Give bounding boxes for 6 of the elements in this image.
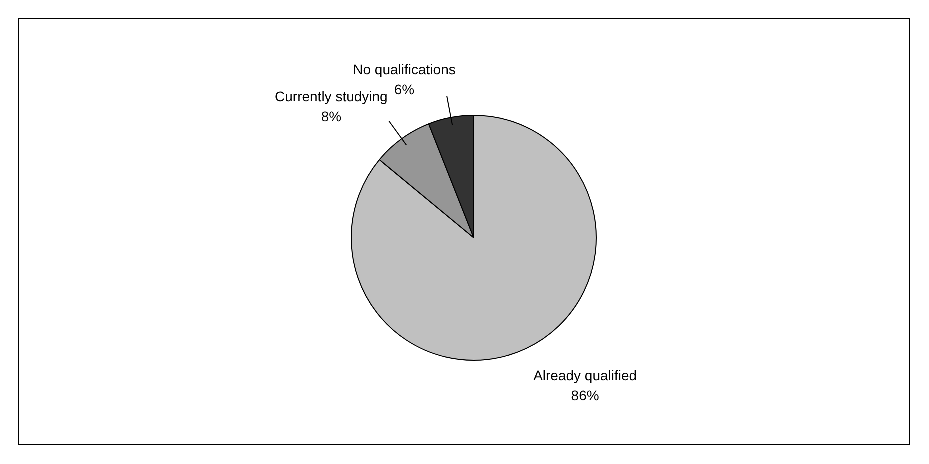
slice-label: No qualifications (353, 61, 456, 78)
slice-label: Already qualified (534, 368, 638, 384)
data-label: 8% (321, 108, 342, 125)
data-label: 86% (571, 388, 600, 404)
data-label: 6% (394, 81, 415, 98)
slice-label: Currently studying (275, 88, 388, 105)
